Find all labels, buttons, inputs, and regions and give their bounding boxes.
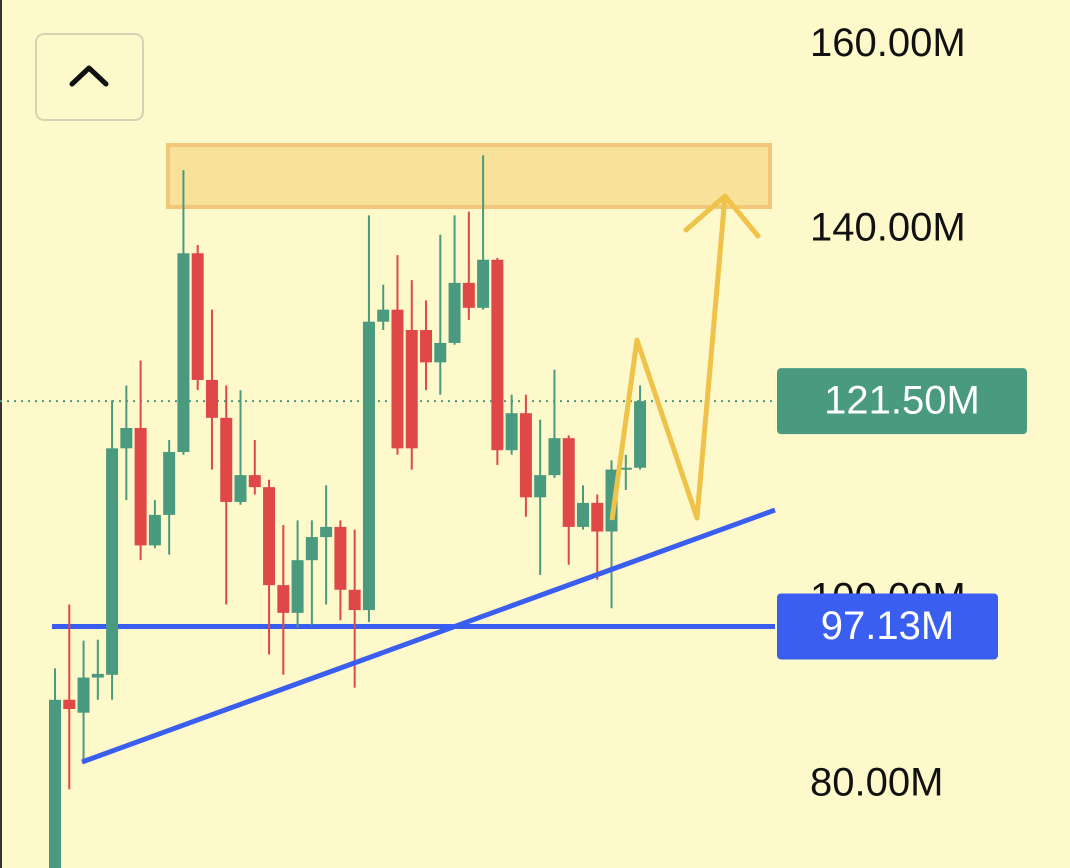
candle-body xyxy=(134,427,147,546)
candle-body xyxy=(220,417,233,502)
price-label: 97.13M xyxy=(821,604,954,648)
candle-body xyxy=(534,475,547,498)
candle-body xyxy=(377,309,390,322)
candle-body xyxy=(63,699,76,710)
candle-body xyxy=(619,467,632,470)
y-tick-label: 160.00M xyxy=(810,21,966,65)
candle-body xyxy=(477,259,490,308)
collapse-button[interactable] xyxy=(35,33,144,121)
y-tick-label: 140.00M xyxy=(810,206,966,250)
price-label-box xyxy=(777,368,1027,435)
candle-body xyxy=(163,452,176,515)
candle-body xyxy=(248,475,261,488)
candle-body xyxy=(576,502,589,527)
candle-body xyxy=(91,673,104,678)
candle-body xyxy=(491,259,504,451)
candle-body xyxy=(420,330,433,363)
chevron-icon[interactable] xyxy=(69,65,109,87)
arrow-head xyxy=(683,193,761,239)
candle-body xyxy=(277,585,290,613)
trend-line xyxy=(81,507,776,765)
candle-body xyxy=(562,438,575,527)
candle-body xyxy=(348,589,361,611)
candle-body xyxy=(191,253,204,380)
candle-body xyxy=(106,448,119,675)
candle-body xyxy=(334,526,347,590)
candle-body xyxy=(77,677,90,713)
candle-body xyxy=(362,321,375,611)
candle-body xyxy=(320,526,333,538)
candle-body xyxy=(519,413,532,498)
candle-body xyxy=(120,427,133,449)
price-label-box xyxy=(777,593,998,660)
candle-body xyxy=(205,379,218,418)
y-tick-label: 80.00M xyxy=(810,760,943,804)
candle-body xyxy=(548,438,561,476)
projection-arrow xyxy=(609,195,728,521)
candle-body xyxy=(405,330,418,449)
candle-body xyxy=(434,342,447,363)
candle-body xyxy=(305,537,318,561)
candle-body xyxy=(462,282,475,308)
resistance-zone xyxy=(166,143,772,209)
candle-body xyxy=(263,487,276,586)
candle-body xyxy=(234,475,247,502)
candle-body xyxy=(291,560,304,613)
candle-body xyxy=(591,502,604,532)
button-frame[interactable] xyxy=(35,33,144,121)
candle-body xyxy=(391,309,404,449)
candle-body xyxy=(177,253,190,453)
candle-body xyxy=(634,401,647,468)
price-label: 121.50M xyxy=(824,379,980,423)
candle-body xyxy=(148,514,161,546)
candle-body xyxy=(505,413,518,451)
candle-body xyxy=(448,282,461,343)
candle-body xyxy=(49,699,61,868)
